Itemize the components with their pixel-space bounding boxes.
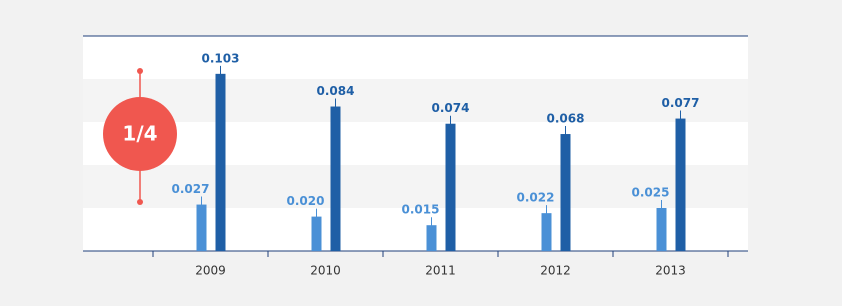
bar	[656, 208, 667, 251]
value-label: 0.020	[287, 194, 325, 208]
value-label: 0.068	[547, 112, 585, 126]
bar	[560, 134, 571, 251]
value-label: 0.015	[402, 203, 440, 217]
bar	[445, 123, 456, 251]
x-tick-label: 2013	[655, 264, 686, 278]
grid-band	[83, 122, 748, 165]
grid-band	[83, 79, 748, 122]
plot-area: 2009 0.027 0.103 2010 0.020 0.084 2011 0.015 0.0…	[83, 35, 748, 278]
grid-band	[83, 208, 748, 251]
bar	[215, 73, 226, 251]
value-label: 0.027	[172, 182, 210, 196]
x-tick-label: 2012	[540, 264, 571, 278]
value-label: 0.074	[432, 101, 470, 115]
badge-text[interactable]: 1/4	[122, 122, 157, 146]
bar	[311, 216, 322, 251]
badge-dot	[137, 68, 143, 74]
x-tick-label: 2010	[310, 264, 341, 278]
value-label: 0.084	[317, 84, 355, 98]
page-badge[interactable]: 1/4	[103, 68, 177, 205]
grid-band	[83, 36, 748, 79]
grid-band	[83, 165, 748, 208]
bar	[426, 225, 437, 251]
value-label: 0.103	[202, 51, 240, 65]
badge-circle[interactable]	[103, 97, 177, 171]
bar	[330, 106, 341, 252]
bar	[541, 213, 552, 251]
value-label: 0.025	[632, 186, 670, 200]
bar	[196, 204, 207, 251]
badge-dot	[137, 199, 143, 205]
bar	[675, 118, 686, 251]
value-label: 0.022	[517, 191, 555, 205]
x-tick-label: 2011	[425, 264, 456, 278]
value-label: 0.077	[662, 96, 700, 110]
x-tick-label: 2009	[195, 264, 226, 278]
